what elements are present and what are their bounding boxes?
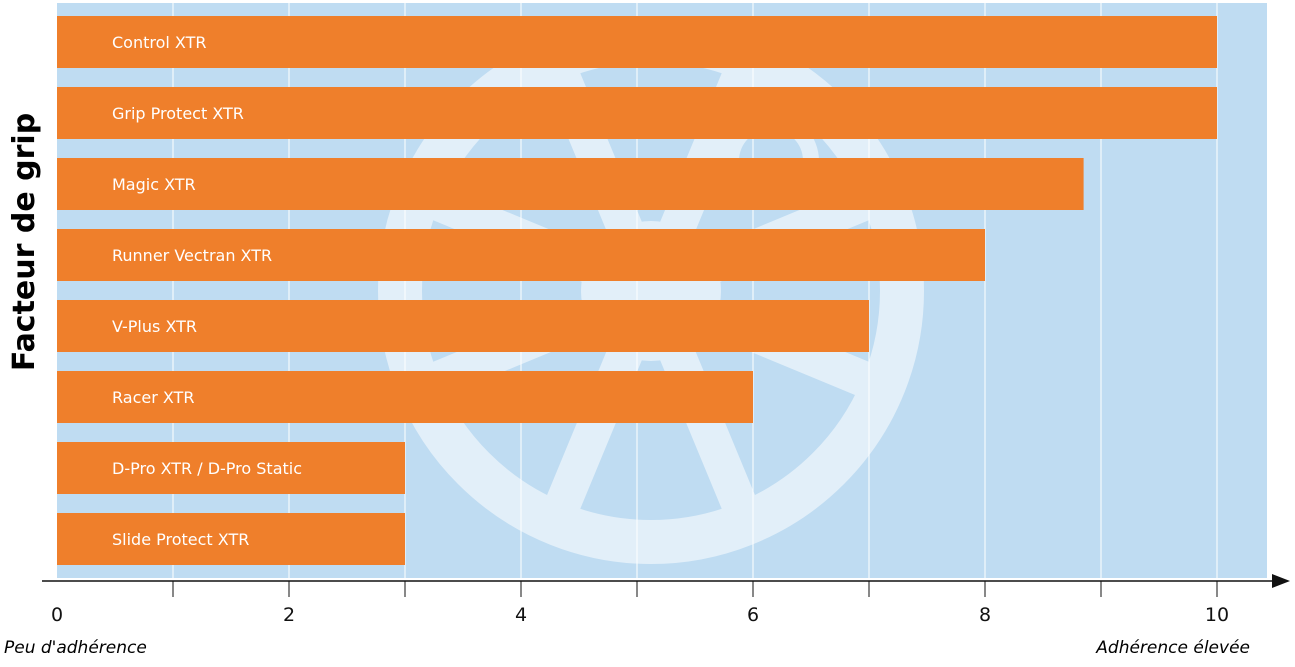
bars: Control XTR Grip Protect XTR Magic XTR Runn… xyxy=(57,16,1217,565)
bar xyxy=(57,442,405,494)
bar xyxy=(57,371,753,423)
bar-group: Slide Protect XTR xyxy=(57,513,405,565)
bar-label: V-Plus XTR xyxy=(112,317,197,336)
bar-label: Slide Protect XTR xyxy=(112,530,249,549)
x-tick-label: 10 xyxy=(1205,604,1229,626)
bar-group: D-Pro XTR / D-Pro Static xyxy=(57,442,405,494)
bar-label: D-Pro XTR / D-Pro Static xyxy=(112,459,302,478)
bar-label: Control XTR xyxy=(112,33,207,52)
bar-group: Magic XTR xyxy=(57,158,1084,210)
bar xyxy=(57,158,1084,210)
bar-group: Racer XTR xyxy=(57,371,753,423)
bar xyxy=(57,229,985,281)
x-axis-low-label: Peu d'adhérence xyxy=(4,638,147,658)
x-tick-label: 4 xyxy=(515,604,527,626)
x-axis: 0 2 4 6 8 10 xyxy=(42,574,1290,626)
bar-label: Runner Vectran XTR xyxy=(112,246,272,265)
x-axis-arrow-icon xyxy=(1272,574,1290,588)
bar-label: Racer XTR xyxy=(112,388,194,407)
bar xyxy=(57,513,405,565)
y-axis-label: Facteur de grip xyxy=(7,113,42,371)
bar-group: Control XTR xyxy=(57,16,1217,68)
bar-group: Grip Protect XTR xyxy=(57,87,1217,139)
bar xyxy=(57,87,1217,139)
bar xyxy=(57,16,1217,68)
x-tick-label: 6 xyxy=(747,604,759,626)
x-tick-label: 0 xyxy=(51,604,63,626)
bar-label: Grip Protect XTR xyxy=(112,104,244,123)
x-tick-label: 2 xyxy=(283,604,295,626)
bar-group: Runner Vectran XTR xyxy=(57,229,985,281)
bar-group: V-Plus XTR xyxy=(57,300,869,352)
x-axis-high-label: Adhérence élevée xyxy=(1095,638,1250,658)
x-tick-label: 8 xyxy=(979,604,991,626)
bar-label: Magic XTR xyxy=(112,175,196,194)
bar xyxy=(57,300,869,352)
